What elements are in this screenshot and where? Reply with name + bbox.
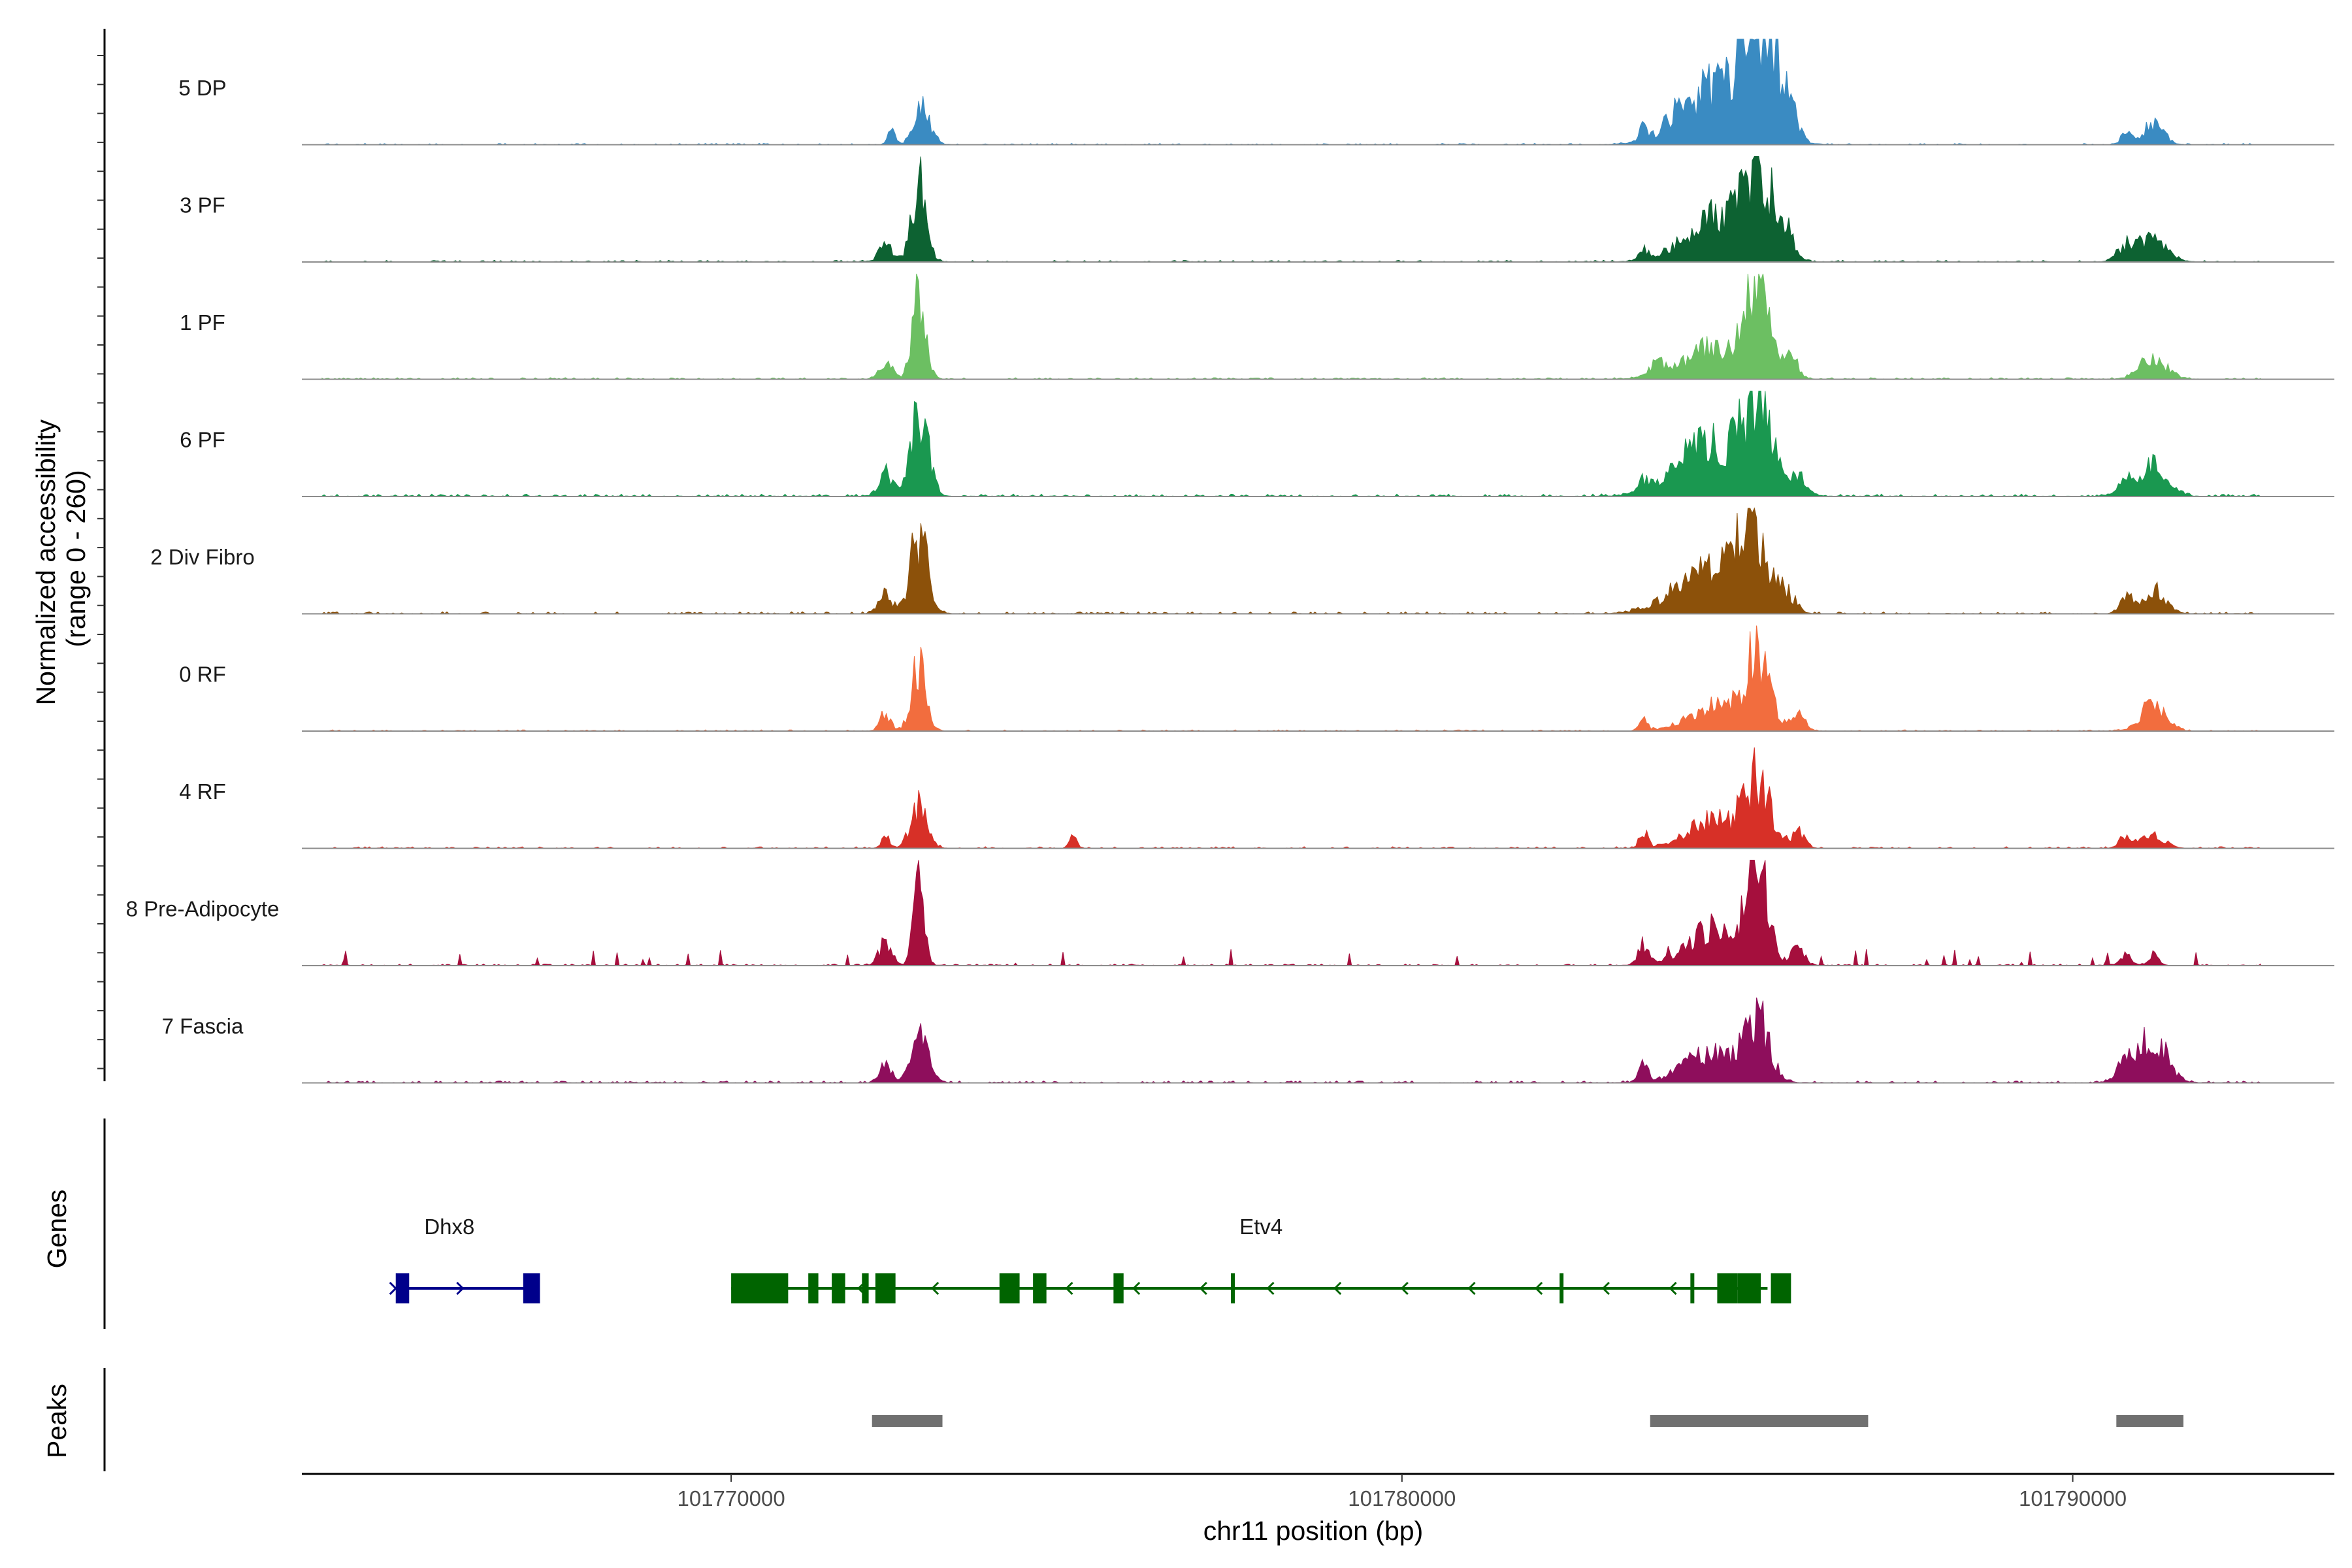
gene-model: Etv4 — [731, 1215, 1791, 1303]
x-axis-title: chr11 position (bp) — [1203, 1516, 1424, 1546]
strand-arrow — [1333, 1281, 1342, 1296]
y-axis-title-line2: (range 0 - 260) — [61, 470, 91, 647]
strand-arrow — [1601, 1281, 1610, 1296]
coverage-area — [321, 273, 2261, 380]
coverage-track: 4 RF — [179, 747, 2334, 849]
coverage-area — [321, 747, 2261, 849]
coverage-track: 8 Pre-Adipocyte — [126, 860, 2334, 966]
track-label: 3 PF — [180, 193, 225, 218]
peak-region — [1650, 1415, 1869, 1427]
x-axis: chr11 position (bp) 101770000 101780000 10… — [302, 1473, 2334, 1546]
gene-annotation-panel: Genes Dhx8 Etv4 — [42, 1190, 1791, 1303]
exon — [862, 1273, 869, 1303]
exon — [523, 1273, 540, 1303]
exon — [1737, 1273, 1761, 1303]
track-label: 0 RF — [179, 662, 226, 687]
coverage-area — [321, 156, 2261, 263]
exon — [731, 1273, 789, 1303]
strand-arrow — [931, 1281, 939, 1296]
svg-text:Normalized accessibility: Normalized accessibility (range 0 - 260) — [31, 412, 91, 706]
x-tick-label: 101770000 — [678, 1486, 785, 1511]
strand-arrow — [1266, 1281, 1275, 1296]
strand-arrow — [1669, 1281, 1677, 1296]
gene-label: Etv4 — [1239, 1215, 1282, 1239]
exon — [1717, 1273, 1738, 1303]
track-label: 1 PF — [180, 310, 225, 335]
track-label: 7 Fascia — [162, 1014, 244, 1038]
exon — [395, 1273, 410, 1303]
exon — [1771, 1273, 1791, 1303]
peak-region — [2116, 1415, 2183, 1427]
left-axes — [97, 29, 106, 1471]
exon — [1231, 1273, 1235, 1303]
coverage-area — [321, 391, 2261, 497]
peaks-panel: Peaks — [42, 1384, 2183, 1458]
coverage-area — [321, 860, 2261, 966]
track-label: 6 PF — [180, 428, 225, 452]
y-axis-title-line1: Normalized accessibility — [31, 419, 61, 705]
coverage-track: 5 DP — [178, 39, 2334, 146]
peak-region — [872, 1415, 943, 1427]
coverage-area — [321, 39, 2261, 146]
coverage-area — [321, 625, 2261, 732]
x-tick-label: 101790000 — [2019, 1486, 2127, 1511]
track-label: 5 DP — [178, 76, 226, 100]
exon — [1560, 1273, 1564, 1303]
strand-arrow — [456, 1281, 465, 1296]
gene-label: Dhx8 — [424, 1215, 474, 1239]
exon — [875, 1273, 896, 1303]
coverage-track: 6 PF — [180, 391, 2334, 497]
strand-arrow — [1065, 1281, 1073, 1296]
x-tick-label: 101780000 — [1348, 1486, 1456, 1511]
coverage-tracks: 5 DP 3 PF 1 PF 6 PF 2 Div Fibro 0 RF 4 RF 8 Pre… — [126, 39, 2334, 1084]
track-label: 8 Pre-Adipocyte — [126, 897, 280, 921]
peaks-panel-title: Peaks — [42, 1384, 72, 1458]
coverage-track: 1 PF — [180, 273, 2334, 380]
exon — [1113, 1273, 1124, 1303]
coverage-track: 3 PF — [180, 156, 2334, 263]
strand-arrow — [1535, 1281, 1543, 1296]
exon — [1033, 1273, 1047, 1303]
y-axis-title: Normalized accessibility (range 0 - 260) — [31, 412, 91, 706]
strand-arrow — [1199, 1281, 1207, 1296]
strand-arrow — [1467, 1281, 1476, 1296]
coverage-track: 2 Div Fibro — [150, 507, 2334, 615]
coverage-track: 0 RF — [179, 625, 2334, 732]
coverage-area — [321, 507, 2261, 615]
track-label: 4 RF — [179, 779, 226, 804]
coverage-track: 7 Fascia — [162, 997, 2334, 1084]
exon — [832, 1273, 845, 1303]
gene-model: Dhx8 — [389, 1215, 540, 1303]
exon — [1690, 1273, 1695, 1303]
exon — [808, 1273, 819, 1303]
strand-arrow — [1132, 1281, 1141, 1296]
genes-panel-title: Genes — [42, 1190, 72, 1269]
exon — [999, 1273, 1020, 1303]
strand-arrow — [389, 1281, 397, 1296]
strand-arrow — [1400, 1281, 1409, 1296]
coverage-area — [321, 997, 2261, 1084]
track-label: 2 Div Fibro — [150, 545, 255, 569]
